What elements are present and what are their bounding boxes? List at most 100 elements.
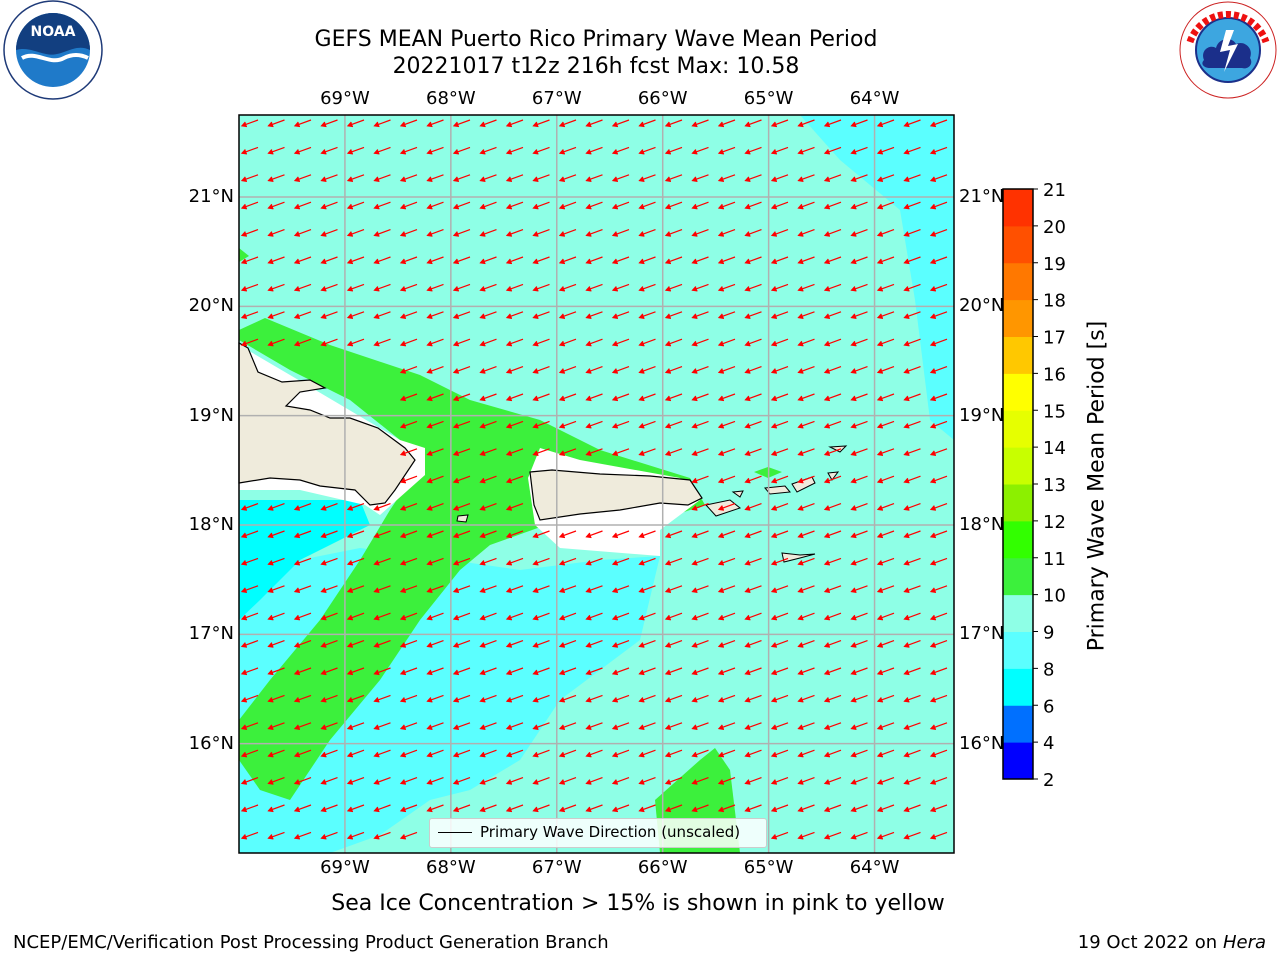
wave-direction-arrow — [876, 283, 895, 292]
wave-direction-arrow — [479, 420, 497, 429]
wave-direction-arrow — [823, 667, 842, 676]
wave-direction-arrow — [611, 146, 630, 155]
wave-direction-arrow — [320, 338, 338, 347]
wave-direction-arrow — [744, 503, 762, 511]
wave-direction-arrow — [320, 585, 338, 593]
wave-direction-arrow — [373, 283, 391, 292]
wave-direction-arrow — [744, 530, 762, 539]
wave-direction-arrow — [505, 557, 524, 566]
wave-direction-arrow — [320, 804, 338, 813]
wave-direction-arrow — [346, 612, 365, 621]
wave-direction-arrow — [532, 777, 550, 785]
wave-direction-arrow — [850, 749, 868, 758]
wave-direction-arrow — [770, 229, 789, 237]
wave-direction-arrow — [691, 201, 709, 210]
wave-direction-arrow — [558, 311, 577, 319]
wave-direction-arrow — [346, 338, 365, 347]
colorbar-tick-label: 11 — [1043, 549, 1066, 570]
wave-direction-arrow — [532, 256, 550, 265]
wave-direction-arrow — [717, 283, 736, 292]
wave-direction-arrow — [611, 119, 630, 128]
wave-direction-arrow — [691, 146, 709, 155]
wave-direction-arrow — [585, 722, 603, 730]
lat-tick-label-right: 21°N — [959, 186, 1005, 207]
wave-direction-arrow — [505, 667, 524, 676]
wave-direction-arrow — [664, 585, 683, 593]
wave-direction-arrow — [664, 667, 683, 676]
wave-direction-arrow — [240, 503, 259, 511]
wave-direction-arrow — [903, 146, 921, 155]
wave-direction-arrow — [929, 612, 948, 621]
wave-direction-arrow — [664, 393, 683, 402]
wave-direction-arrow — [797, 831, 815, 840]
wave-direction-arrow — [611, 694, 630, 703]
wave-direction-arrow — [373, 804, 391, 813]
wave-direction-arrow — [929, 475, 948, 484]
wave-direction-arrow — [505, 530, 524, 539]
wave-direction-arrow — [585, 283, 603, 292]
wave-direction-arrow — [929, 777, 948, 785]
wave-direction-arrow — [638, 749, 656, 758]
wave-direction-arrow — [717, 420, 736, 429]
wave-direction-arrow — [638, 777, 656, 785]
lat-tick-label-left: 17°N — [188, 623, 234, 645]
colorbar-tick-label: 18 — [1043, 291, 1066, 312]
wave-direction-arrow — [267, 585, 285, 593]
colorbar-segment — [1003, 520, 1033, 559]
wave-direction-arrow — [452, 420, 471, 429]
map-legend: Primary Wave Direction (unscaled) — [429, 818, 767, 848]
wave-direction-arrow — [320, 640, 338, 648]
wave-direction-arrow — [929, 530, 948, 539]
wave-direction-arrow — [823, 585, 842, 593]
wave-direction-arrow — [505, 475, 524, 484]
wave-direction-arrow — [426, 612, 444, 621]
wave-direction-arrow — [929, 201, 948, 210]
wave-direction-arrow — [903, 311, 921, 319]
wave-direction-arrow — [532, 530, 550, 539]
wave-direction-arrow — [638, 530, 656, 539]
wave-direction-arrow — [638, 585, 656, 593]
wave-direction-arrow — [452, 694, 471, 703]
wave-direction-arrow — [346, 667, 365, 676]
wave-direction-arrow — [903, 777, 921, 785]
colorbar-segment — [1003, 373, 1033, 411]
wave-direction-arrow — [399, 366, 418, 374]
lon-tick-label-bottom: 67°W — [531, 857, 582, 878]
wave-direction-arrow — [797, 777, 815, 785]
wave-direction-arrow — [876, 831, 895, 840]
wave-direction-arrow — [664, 420, 683, 429]
wave-direction-arrow — [399, 256, 418, 265]
wave-direction-arrow — [320, 749, 338, 758]
wave-direction-arrow — [797, 229, 815, 237]
wave-direction-arrow — [240, 146, 259, 155]
wave-direction-arrow — [240, 530, 259, 539]
wave-direction-arrow — [664, 557, 683, 566]
wave-direction-arrow — [267, 338, 285, 347]
wave-direction-arrow — [744, 283, 762, 292]
wave-direction-arrow — [399, 777, 418, 785]
wave-direction-arrow — [532, 694, 550, 703]
footer-credit: NCEP/EMC/Verification Post Processing Pr… — [13, 932, 609, 953]
wave-direction-arrow — [426, 694, 444, 703]
colorbar-segment — [1003, 189, 1033, 227]
wave-direction-arrow — [797, 201, 815, 210]
wave-direction-arrow — [823, 174, 842, 182]
wave-direction-arrow — [850, 311, 868, 319]
wave-direction-arrow — [399, 229, 418, 237]
wave-direction-arrow — [585, 201, 603, 210]
lon-tick-label-bottom: 68°W — [425, 857, 476, 878]
wave-direction-arrow — [638, 667, 656, 676]
lon-tick-label-bottom: 65°W — [743, 857, 794, 878]
wave-direction-arrow — [611, 201, 630, 210]
wave-direction-arrow — [823, 804, 842, 813]
wave-direction-arrow — [452, 722, 471, 730]
wave-direction-arrow — [611, 585, 630, 593]
wave-direction-arrow — [744, 667, 762, 676]
wave-direction-arrow — [638, 146, 656, 155]
wave-direction-arrow — [664, 694, 683, 703]
wave-direction-arrow — [903, 420, 921, 429]
wave-direction-arrow — [876, 722, 895, 730]
wave-direction-arrow — [850, 777, 868, 785]
lat-tick-label-right: 20°N — [959, 295, 1005, 317]
wave-direction-arrow — [346, 256, 365, 265]
